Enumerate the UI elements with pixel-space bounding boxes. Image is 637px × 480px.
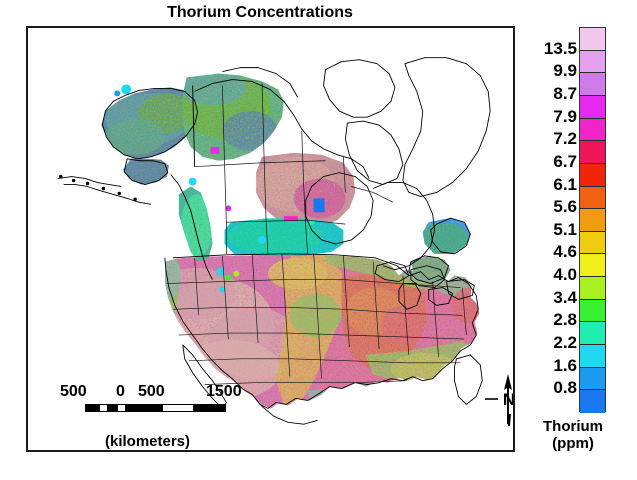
legend-swatch — [580, 163, 605, 187]
page-title: Thorium Concentrations — [167, 4, 353, 21]
legend-tick-2-2: 2.2 — [553, 333, 577, 353]
scale-bar: 500 0 500 1500 (kilometers) NAD27/*DNAG — [38, 383, 243, 452]
scale-bar-numbers: 500 0 500 1500 — [38, 383, 243, 403]
legend-swatch — [580, 186, 605, 210]
legend-tick-7-9: 7.9 — [553, 106, 577, 126]
scale-bar-unit-label: (kilometers) — [104, 433, 191, 450]
legend-swatch — [580, 209, 605, 232]
legend-swatch — [580, 254, 605, 278]
legend: 13.5 9.9 8.7 7.9 7.2 6.7 6.1 5.6 5.1 4.6 4.0 3.4 2.8… — [521, 26, 637, 456]
svg-text:N: N — [503, 390, 515, 409]
scale-tick-500-right: 500 — [138, 383, 165, 400]
legend-tick-8-7: 8.7 — [553, 83, 577, 103]
legend-tick-5-1: 5.1 — [553, 219, 577, 239]
raster-prairies — [224, 218, 344, 256]
legend-tick-7-2: 7.2 — [553, 129, 577, 149]
scale-bar-graphic — [85, 404, 226, 412]
map-datum-label: NAD27/*DNAG — [52, 451, 243, 452]
legend-swatch — [580, 390, 605, 413]
legend-swatch — [580, 231, 605, 255]
scale-tick-500-left: 500 — [60, 383, 87, 400]
legend-swatch — [580, 50, 605, 74]
legend-swatch — [580, 95, 605, 119]
legend-tick-6-1: 6.1 — [553, 174, 577, 194]
legend-tick-4-6: 4.6 — [553, 242, 577, 262]
legend-tick-5-6: 5.6 — [553, 197, 577, 217]
legend-swatch — [580, 277, 605, 300]
legend-caption-line1: Thorium — [543, 418, 603, 435]
legend-caption-line2: (ppm) — [552, 435, 594, 452]
legend-color-bar[interactable] — [579, 27, 606, 413]
legend-swatch — [580, 141, 605, 164]
legend-tick-0-8: 0.8 — [553, 378, 577, 398]
legend-tick-6-7: 6.7 — [553, 151, 577, 171]
legend-tick-3-4: 3.4 — [553, 287, 577, 307]
legend-caption: Thorium (ppm) — [517, 418, 629, 452]
scale-tick-1500: 1500 — [206, 383, 242, 400]
coastlines-and-borders — [57, 57, 491, 425]
legend-tick-4-0: 4.0 — [553, 265, 577, 285]
legend-swatch — [580, 367, 605, 391]
legend-swatch — [580, 299, 605, 323]
legend-tick-9-9: 9.9 — [553, 61, 577, 81]
legend-swatch — [580, 345, 605, 368]
scale-tick-0: 0 — [116, 383, 125, 400]
legend-swatch — [580, 73, 605, 96]
legend-tick-labels: 13.5 9.9 8.7 7.9 7.2 6.7 6.1 5.6 5.1 4.6 4.0 3.4 2.8… — [521, 26, 577, 412]
map-frame[interactable]: 500 0 500 1500 (kilometers) NAD27/*DNAG … — [26, 26, 515, 452]
legend-tick-2-8: 2.8 — [553, 310, 577, 330]
map-canvas[interactable] — [28, 28, 513, 450]
legend-tick-13-5: 13.5 — [543, 38, 577, 58]
legend-swatch — [580, 118, 605, 142]
legend-swatch — [580, 322, 605, 346]
raster-isolated-patches — [114, 84, 325, 293]
north-arrow-icon: N — [485, 374, 515, 426]
legend-tick-1-6: 1.6 — [553, 355, 577, 375]
legend-swatch — [580, 28, 605, 51]
